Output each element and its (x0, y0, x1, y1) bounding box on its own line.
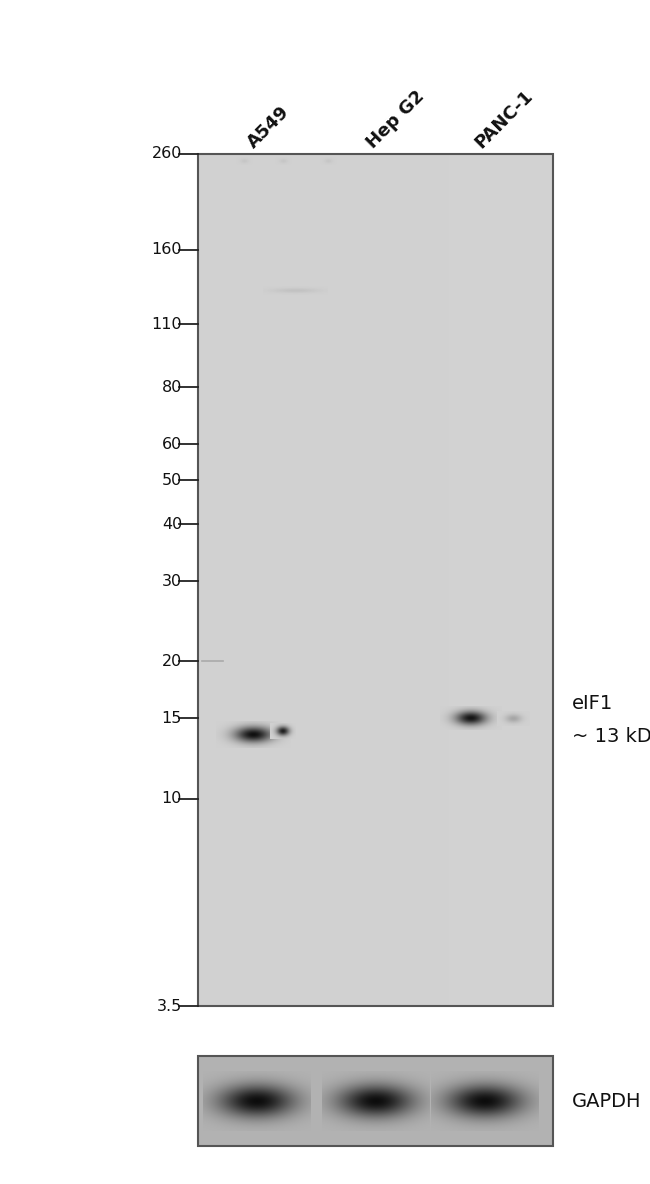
Text: 160: 160 (151, 243, 182, 257)
Text: ~ 13 kDa: ~ 13 kDa (572, 727, 650, 746)
Text: 40: 40 (162, 517, 182, 532)
Text: 10: 10 (162, 791, 182, 806)
Text: Hep G2: Hep G2 (363, 86, 428, 152)
Text: eIF1: eIF1 (572, 694, 613, 713)
Text: 3.5: 3.5 (157, 999, 182, 1014)
Bar (198, 1056, 552, 1146)
Bar (198, 154, 552, 1006)
Text: PANC-1: PANC-1 (471, 86, 537, 152)
Text: 50: 50 (162, 472, 182, 488)
Text: 60: 60 (162, 437, 182, 451)
Text: GAPDH: GAPDH (572, 1092, 642, 1111)
Text: 110: 110 (151, 316, 182, 332)
Text: 15: 15 (162, 710, 182, 726)
Text: 260: 260 (151, 147, 182, 161)
Text: 30: 30 (162, 574, 182, 588)
Text: A549: A549 (244, 103, 293, 152)
Text: 20: 20 (162, 654, 182, 669)
Text: 80: 80 (162, 380, 182, 394)
